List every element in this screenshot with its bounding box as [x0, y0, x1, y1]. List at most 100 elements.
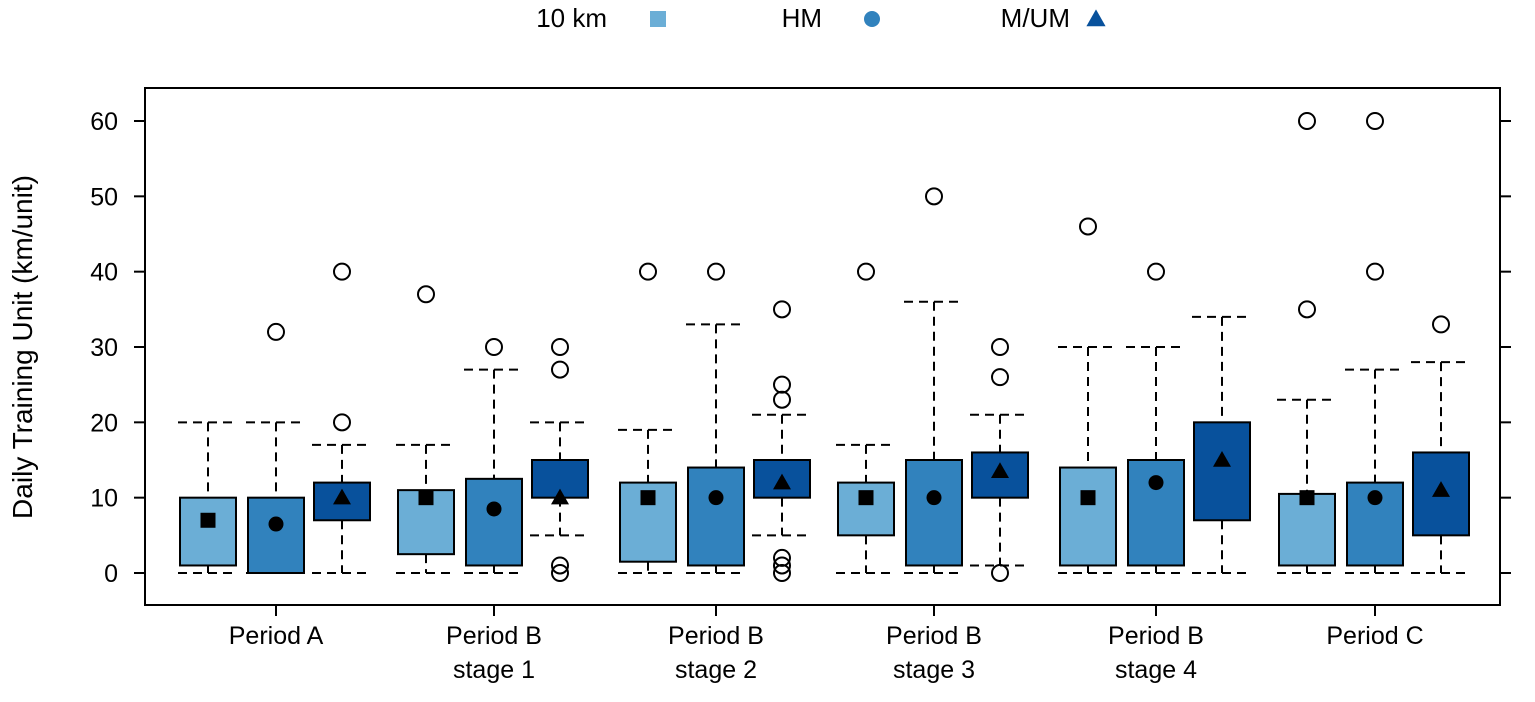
outlier-point: [773, 556, 791, 575]
box-4-1: [1126, 262, 1186, 574]
legend-square-icon: [650, 11, 666, 27]
mean-marker: [200, 512, 216, 528]
outlier-point: [773, 375, 791, 394]
outlier-point: [551, 360, 569, 379]
box-0-2: [312, 262, 372, 574]
outlier-point: [1298, 112, 1316, 130]
box-0-1: [246, 322, 306, 574]
outlier-point: [773, 564, 791, 582]
box-iqr: [905, 459, 963, 567]
box-4-0: [1058, 217, 1118, 574]
outlier-point: [857, 262, 875, 281]
box-iqr: [971, 451, 1029, 499]
outlier-point: [485, 338, 503, 356]
outlier-point: [417, 285, 435, 304]
x-tick-label: Period B: [1108, 622, 1204, 650]
legend-label: HM: [782, 3, 822, 33]
legend-label: 10 km: [536, 3, 607, 33]
outlier-point: [707, 262, 725, 281]
y-tick-label: 50: [90, 183, 118, 211]
mean-marker: [773, 473, 791, 490]
outlier-point: [1147, 262, 1165, 281]
outlier-point: [551, 556, 569, 575]
outlier-point: [1079, 217, 1097, 236]
box-iqr: [397, 489, 455, 556]
box-2-1: [686, 262, 746, 574]
mean-marker: [486, 501, 502, 517]
outlier-point: [991, 564, 1009, 582]
outlier-point: [1298, 300, 1316, 319]
box-1-1: [464, 338, 524, 574]
box-5-0: [1277, 112, 1337, 574]
box-3-0: [836, 262, 896, 574]
box-5-1: [1345, 112, 1405, 574]
mean-marker: [1148, 475, 1164, 491]
x-tick-label: Period B: [446, 622, 542, 650]
mean-marker: [1080, 490, 1096, 506]
outlier-point: [1366, 112, 1384, 130]
mean-marker: [640, 490, 656, 506]
legend-circle-icon: [864, 11, 880, 27]
mean-marker: [926, 490, 942, 506]
box-iqr: [1193, 421, 1251, 522]
box-2-0: [618, 262, 678, 574]
outlier-point: [333, 413, 351, 432]
box-iqr: [1059, 466, 1117, 567]
mean-marker: [991, 462, 1009, 479]
legend: 10 km HM M/UM: [536, 3, 1106, 33]
mean-marker: [858, 490, 874, 506]
outlier-point: [1366, 262, 1384, 281]
box-iqr: [687, 466, 745, 567]
box-iqr: [465, 477, 523, 567]
x-tick-label-line2: stage 3: [893, 656, 975, 684]
mean-marker: [1432, 481, 1450, 497]
outlier-point: [773, 390, 791, 409]
mean-marker: [1367, 490, 1383, 506]
outlier-point: [333, 262, 351, 281]
mean-marker: [1299, 490, 1315, 506]
x-tick-label-line2: stage 4: [1115, 656, 1197, 684]
x-tick-label: Period C: [1326, 622, 1423, 650]
x-tick-label-line2: stage 2: [675, 656, 757, 684]
y-tick-label: 0: [104, 560, 118, 588]
outlier-point: [551, 338, 569, 356]
outlier-point: [1432, 315, 1450, 334]
box-iqr: [1278, 492, 1336, 567]
box-5-2: [1411, 315, 1471, 574]
mean-marker: [708, 490, 724, 506]
outlier-point: [991, 338, 1009, 356]
box-2-2: [752, 300, 812, 582]
mean-marker: [1213, 451, 1231, 467]
y-tick-label: 30: [90, 334, 118, 362]
x-tick-label: Period A: [229, 622, 324, 650]
box-3-1: [904, 187, 964, 574]
mean-marker: [551, 488, 569, 505]
y-tick-label: 20: [90, 409, 118, 437]
box-iqr: [179, 496, 237, 567]
y-tick-label: 10: [90, 485, 118, 513]
box-1-2: [530, 338, 590, 582]
box-iqr: [247, 496, 305, 574]
box-0-0: [178, 421, 238, 574]
mean-marker: [333, 488, 351, 505]
mean-marker: [418, 490, 434, 506]
mean-marker: [268, 516, 284, 532]
outlier-point: [267, 322, 285, 341]
y-tick-label: 40: [90, 259, 118, 287]
legend-label: M/UM: [1001, 3, 1070, 33]
x-tick-label: Period B: [886, 622, 982, 650]
legend-triangle-icon: [1086, 9, 1106, 27]
outlier-point: [925, 187, 943, 206]
x-tick-label: Period B: [668, 622, 764, 650]
y-axis-label: Daily Training Unit (km/unit): [7, 175, 38, 519]
y-tick-label: 60: [90, 108, 118, 136]
outlier-point: [639, 262, 657, 281]
outlier-point: [551, 564, 569, 582]
box-3-2: [970, 338, 1030, 582]
box-1-0: [396, 285, 456, 574]
outlier-point: [991, 368, 1009, 387]
outlier-point: [773, 300, 791, 319]
x-tick-label-line2: stage 1: [453, 656, 535, 684]
